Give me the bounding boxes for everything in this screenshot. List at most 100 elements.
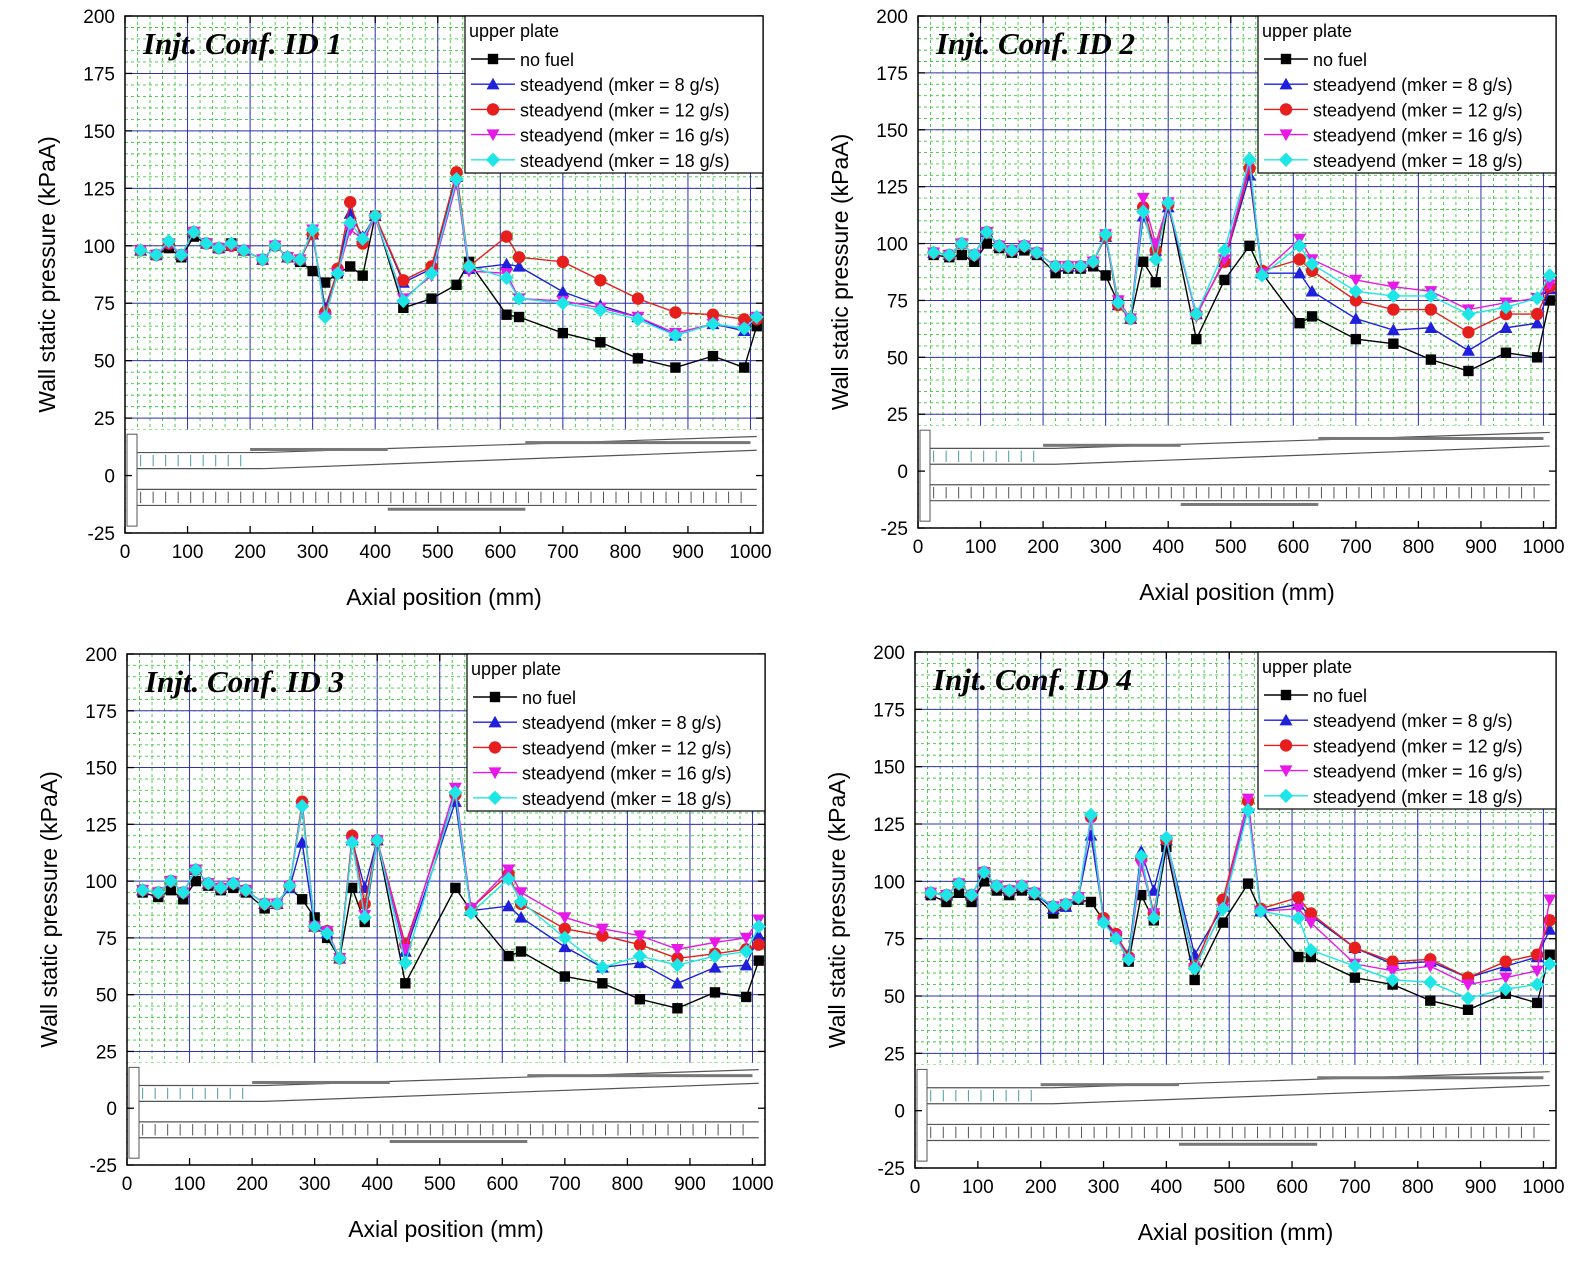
data-point: [176, 885, 191, 900]
data-point: [463, 905, 479, 921]
y-tick-label: -25: [90, 1156, 117, 1177]
y-axis-title: Wall static pressure (kPaA): [36, 771, 62, 1048]
series-5: [923, 803, 1557, 1006]
data-point: [1187, 961, 1202, 976]
data-point: [739, 932, 753, 945]
chart-panel-1: 0 100 200 300 400 500 600 700 800 900 1000-2502550…: [34, 7, 772, 610]
x-tick-label: 0: [913, 537, 924, 558]
data-point: [515, 946, 527, 957]
y-tick-label: 25: [887, 405, 908, 426]
data-point: [1048, 259, 1063, 274]
x-tick-label: 900: [674, 1174, 706, 1195]
data-point: [1085, 896, 1097, 908]
data-point: [738, 313, 751, 326]
legend-label: steadyend (mker = 8 g/s): [520, 75, 720, 95]
legend-label: steadyend (mker = 8 g/s): [1313, 711, 1513, 731]
y-tick-label: 75: [94, 294, 115, 315]
x-tick-label: 500: [422, 542, 454, 563]
legend-label: no fuel: [1313, 50, 1367, 70]
schematic-plate: [1040, 1083, 1179, 1087]
data-point: [1499, 321, 1513, 333]
y-tick-label: -25: [881, 519, 908, 540]
data-point: [634, 994, 646, 1005]
data-point: [739, 944, 754, 959]
data-point: [556, 255, 570, 269]
data-point: [1349, 274, 1363, 287]
x-tick-label: 400: [1151, 1177, 1183, 1198]
data-point: [1544, 295, 1555, 306]
data-point: [513, 311, 525, 323]
x-tick-label: 1000: [1522, 1177, 1564, 1198]
schematic-backdrop: [128, 1062, 764, 1164]
data-point: [344, 261, 356, 272]
data-point: [926, 245, 941, 260]
data-point: [1386, 288, 1401, 304]
y-tick-label: 175: [876, 64, 908, 85]
chart-panel-2: 0 100 200 300 400 500 600 700 800 900 1000-2502550…: [827, 7, 1565, 605]
data-point: [979, 225, 994, 240]
y-tick-label: 25: [96, 1042, 117, 1063]
schematic-backdrop: [126, 429, 762, 532]
y-tick-label: 125: [876, 178, 908, 199]
data-point: [595, 923, 609, 936]
legend-label: no fuel: [520, 50, 574, 70]
data-point: [558, 912, 572, 924]
data-point: [1347, 959, 1363, 974]
x-tick-label: 300: [1088, 1177, 1120, 1198]
data-point: [1424, 321, 1438, 333]
x-tick-label: 400: [361, 1174, 393, 1195]
legend-swatch-marker: [1279, 129, 1293, 142]
data-point: [1349, 312, 1363, 324]
data-point: [358, 897, 371, 910]
data-point: [370, 833, 385, 848]
legend-swatch-marker: [486, 77, 500, 90]
data-point: [1293, 951, 1304, 963]
data-point: [964, 887, 979, 903]
data-point: [502, 899, 516, 912]
data-point: [1532, 352, 1543, 363]
data-point: [1046, 899, 1061, 914]
data-point: [1027, 885, 1042, 900]
data-point: [597, 978, 608, 989]
legend-label: steadyend (mker = 12 g/s): [520, 100, 730, 120]
data-point: [1242, 152, 1257, 167]
data-point: [319, 277, 331, 288]
legend: upper plate no fuel steadyend (mker = 8 g/…: [464, 15, 764, 174]
schematic-flange: [126, 433, 138, 527]
data-point: [557, 327, 569, 339]
legend-label: steadyend (mker = 8 g/s): [522, 713, 722, 733]
legend-swatch-marker: [1280, 689, 1292, 701]
legend-label: steadyend (mker = 18 g/s): [522, 789, 732, 809]
data-point: [1542, 956, 1557, 972]
data-point: [1423, 975, 1438, 990]
legend-label: steadyend (mker = 12 g/s): [522, 738, 732, 758]
data-point: [1121, 952, 1136, 967]
x-tick-label: 800: [1402, 1177, 1434, 1198]
data-point: [450, 882, 461, 894]
data-point: [632, 353, 644, 364]
data-point: [1305, 284, 1319, 297]
schematic-plate: [1318, 436, 1544, 440]
y-tick-label: 200: [876, 7, 908, 28]
legend-box: [1257, 651, 1557, 810]
y-tick-label: 0: [106, 1099, 117, 1120]
data-point: [190, 875, 202, 887]
schematic-plate: [250, 447, 388, 451]
x-tick-label: 1000: [731, 1174, 773, 1195]
data-point: [1498, 300, 1514, 315]
y-tick-label: 100: [876, 235, 908, 256]
x-tick-label: 700: [1339, 1177, 1371, 1198]
data-point: [257, 896, 272, 911]
legend-title: upper plate: [471, 659, 561, 679]
data-point: [503, 950, 514, 962]
legend-label: steadyend (mker = 18 g/s): [520, 151, 730, 171]
data-point: [1161, 195, 1176, 210]
data-point: [1529, 977, 1545, 992]
data-point: [1150, 277, 1161, 288]
data-point: [1303, 942, 1319, 958]
data-point: [1386, 955, 1399, 968]
data-point: [1217, 243, 1232, 258]
data-point: [593, 302, 608, 318]
